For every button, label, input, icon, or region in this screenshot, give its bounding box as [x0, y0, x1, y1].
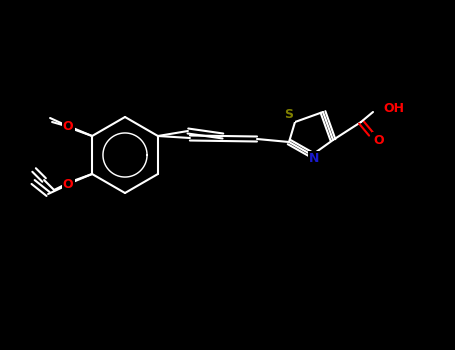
Text: OH: OH: [383, 102, 404, 114]
Text: N: N: [309, 153, 319, 166]
Text: O: O: [63, 119, 73, 133]
Text: O: O: [63, 177, 73, 190]
Text: O: O: [63, 119, 73, 133]
Text: O: O: [374, 133, 384, 147]
Text: O: O: [63, 177, 73, 190]
Text: S: S: [284, 107, 293, 120]
